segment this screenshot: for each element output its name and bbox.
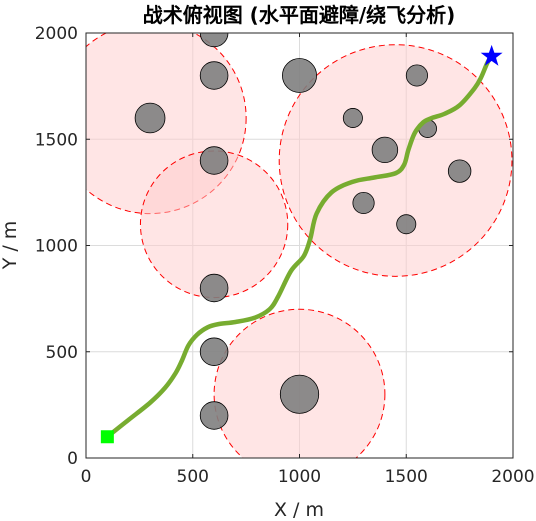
x-tick-label: 500 [177,467,209,487]
obstacle [199,146,229,175]
obstacle [279,374,320,414]
flight-path [105,54,494,439]
y-tick-label: 1500 [35,130,78,150]
chart-title: 战术俯视图 (水平面避障/绕飞分析) [143,3,456,27]
y-tick-label: 500 [46,343,78,363]
x-tick-label: 1000 [278,467,321,487]
obstacle [199,273,229,303]
obstacle [282,58,317,93]
obstacle [396,214,417,235]
start-marker [100,430,114,444]
obstacle [134,102,166,134]
goal-star-marker [480,44,503,66]
y-tick-label: 1000 [35,237,78,257]
x-tick-label: 0 [81,467,92,487]
x-tick-label: 1500 [385,467,428,487]
x-axis-label: X / m [274,499,324,521]
threat-zone [278,44,513,277]
flight-path-group [105,54,494,439]
obstacles [134,33,472,430]
obstacle [447,159,472,183]
markers [100,44,503,444]
obstacle [405,64,429,87]
tick-marks [85,32,514,459]
tick-labels: 0 500 1000 1500 2000 0 500 1000 1500 2000 [35,24,535,487]
y-tick-label: 2000 [35,24,78,44]
obstacle [199,33,229,48]
y-axis-label: Y / m [0,221,21,271]
obstacle [352,191,375,215]
x-tick-label: 2000 [491,467,534,487]
obstacle [371,136,399,164]
obstacle [199,401,229,430]
obstacle [199,61,229,90]
obstacle [199,337,229,366]
obstacle [342,108,363,128]
y-tick-label: 0 [67,449,78,469]
